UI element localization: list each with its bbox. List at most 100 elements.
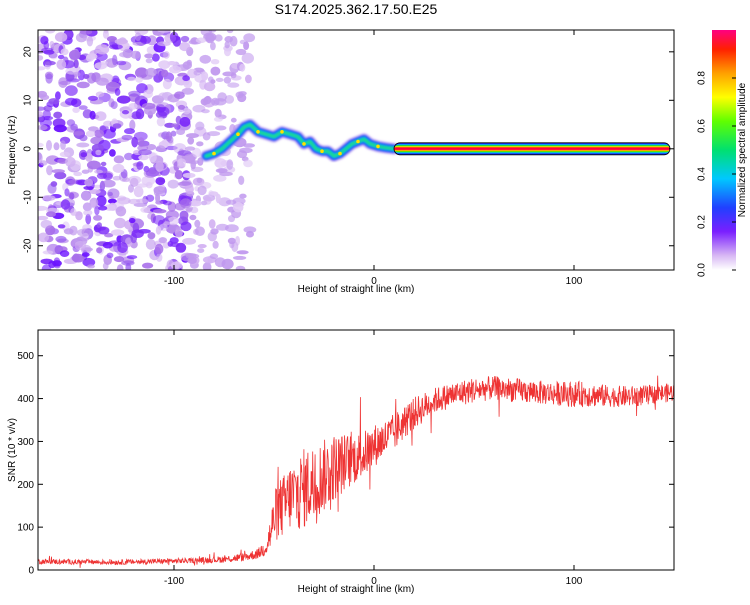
noise-blob (143, 168, 158, 178)
steady-band-stripe (394, 147, 670, 150)
noise-blob (94, 129, 105, 138)
noise-blob (197, 185, 207, 196)
noise-blob (38, 142, 44, 148)
noise-blob (57, 224, 66, 229)
noise-blob (90, 200, 96, 208)
noise-blob (179, 116, 191, 127)
noise-blob (170, 261, 183, 270)
noise-blob (55, 91, 61, 101)
noise-blob (169, 31, 179, 43)
noise-blob (238, 91, 247, 96)
noise-blob (57, 54, 65, 60)
noise-blob (88, 126, 99, 132)
noise-blob (39, 160, 48, 166)
noise-blob (136, 161, 144, 170)
noise-blob (159, 223, 168, 232)
noise-blob (167, 240, 174, 247)
noise-blob (207, 231, 217, 242)
noise-blob (182, 172, 196, 179)
noise-blob (221, 258, 234, 270)
x-tick-label: 0 (371, 276, 377, 287)
noise-blob (225, 199, 237, 205)
noise-blob (110, 101, 118, 110)
noise-blob (116, 264, 124, 270)
noise-blob (161, 69, 169, 78)
noise-blob (203, 82, 216, 92)
noise-blob (71, 253, 85, 263)
noise-blob (73, 171, 83, 177)
noise-blob (85, 130, 96, 137)
noise-blob (213, 116, 223, 122)
colorbar-tick-label: 0.6 (697, 119, 708, 133)
noise-blob (157, 102, 169, 108)
noise-blob (210, 66, 221, 76)
noise-blob (40, 219, 52, 229)
noise-blob (232, 201, 244, 213)
noise-blob (201, 71, 209, 81)
noise-blob (113, 256, 125, 263)
noise-blob (59, 151, 71, 158)
noise-blob (121, 134, 133, 141)
noise-blob (55, 235, 67, 243)
y-tick-label: 0 (23, 146, 34, 152)
noise-blob (87, 264, 95, 269)
noise-blob (193, 70, 201, 76)
noise-blob (223, 76, 232, 84)
noise-blob (112, 123, 122, 129)
noise-blob (46, 140, 52, 151)
noise-blob (202, 132, 211, 141)
noise-blob (91, 143, 104, 153)
noise-blob (229, 241, 235, 249)
noise-blob (117, 242, 128, 254)
noise-blob (186, 133, 199, 139)
snr-y-label: SNR (10 * v/v) (7, 418, 18, 482)
trace-layer-stroke (204, 123, 396, 158)
noise-blob (48, 98, 60, 105)
noise-blob (174, 228, 183, 238)
noise-blob (47, 183, 57, 194)
y-tick-label: 20 (23, 46, 34, 58)
noise-blob (72, 107, 80, 113)
noise-blob (74, 240, 87, 251)
noise-blob (45, 73, 53, 84)
noise-blob (157, 30, 172, 33)
noise-blob (112, 163, 125, 173)
noise-blob (93, 215, 103, 221)
noise-blob (106, 252, 114, 259)
snr-panel: -100 0 100 0 100 200 300 400 500 Height of stra… (7, 329, 675, 595)
noise-blob (210, 59, 220, 65)
y-tick-label: 100 (17, 523, 34, 534)
noise-blob (116, 60, 127, 66)
noise-blob (230, 117, 237, 123)
noise-blob (51, 169, 65, 174)
y-tick-label: 200 (17, 480, 34, 491)
noise-blob (215, 193, 221, 204)
trace-hotspot (356, 139, 360, 144)
noise-blob (38, 55, 44, 61)
noise-blob (141, 102, 156, 110)
noise-blob (42, 116, 54, 121)
noise-blob (78, 105, 88, 110)
noise-blob (186, 59, 192, 66)
noise-blob (214, 158, 227, 169)
noise-blob (102, 241, 113, 249)
noise-blob (226, 30, 234, 34)
noise-blob (216, 223, 229, 231)
noise-blob (73, 131, 84, 136)
noise-blob (69, 49, 81, 61)
snr-y-ticks: 0 100 200 300 400 500 (17, 351, 674, 577)
noise-blob (144, 53, 154, 59)
noise-blob (235, 265, 246, 270)
noise-blob (143, 89, 154, 99)
noise-blob (98, 205, 108, 211)
noise-blob (96, 222, 102, 229)
noise-blob (208, 190, 214, 198)
noise-blob (38, 66, 46, 71)
trace-hotspot (212, 151, 216, 156)
noise-blob (155, 192, 161, 204)
noise-blob (38, 111, 44, 118)
noise-blob (102, 179, 116, 188)
noise-blob (107, 191, 113, 197)
noise-blob (243, 33, 256, 43)
noise-blob (184, 205, 194, 212)
